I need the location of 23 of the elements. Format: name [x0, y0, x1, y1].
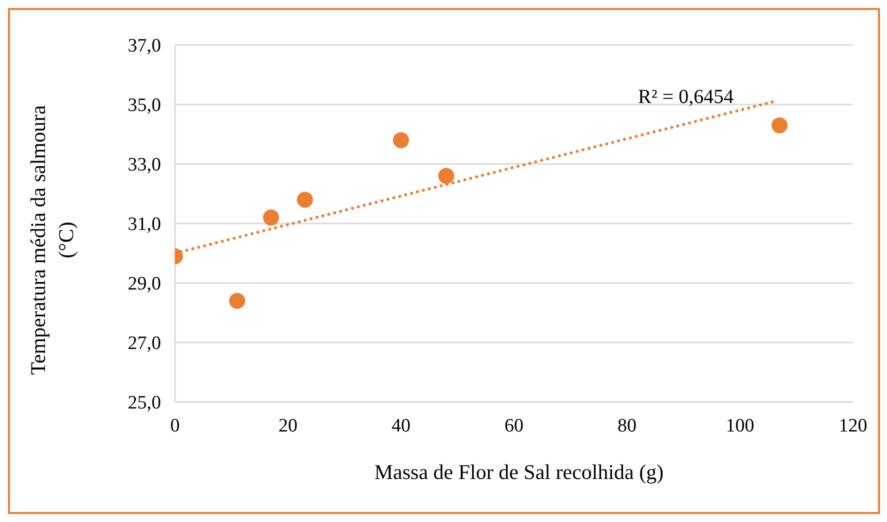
- y-tick-label: 35,0: [128, 95, 161, 116]
- y-tick-label: 37,0: [128, 36, 161, 57]
- point: [772, 117, 788, 134]
- y-axis-title: Temperatura média da salmoura (°C): [25, 104, 79, 377]
- y-tick-label: 27,0: [128, 333, 161, 354]
- x-tick-label: 60: [504, 415, 524, 436]
- x-tick-label: 120: [838, 415, 868, 436]
- y-tick-label: 31,0: [128, 214, 161, 236]
- y-tick-label: 29,0: [128, 274, 161, 295]
- y-tick-label: 33,0: [128, 154, 161, 176]
- point: [263, 210, 280, 226]
- y-tick-label: 25,0: [128, 392, 161, 414]
- point: [438, 168, 454, 184]
- annotation: R² = 0,6454: [638, 86, 734, 109]
- x-tick-label: 0: [170, 415, 180, 436]
- x-tick-label: 100: [726, 415, 754, 436]
- x-axis-title: Massa de Flor de Sal recolhida (g): [373, 460, 665, 485]
- point: [393, 132, 409, 148]
- point: [296, 192, 313, 208]
- x-tick-label: 80: [618, 415, 636, 436]
- x-tick-label: 20: [278, 415, 298, 436]
- point: [229, 292, 246, 309]
- x-tick-label: 40: [392, 415, 410, 436]
